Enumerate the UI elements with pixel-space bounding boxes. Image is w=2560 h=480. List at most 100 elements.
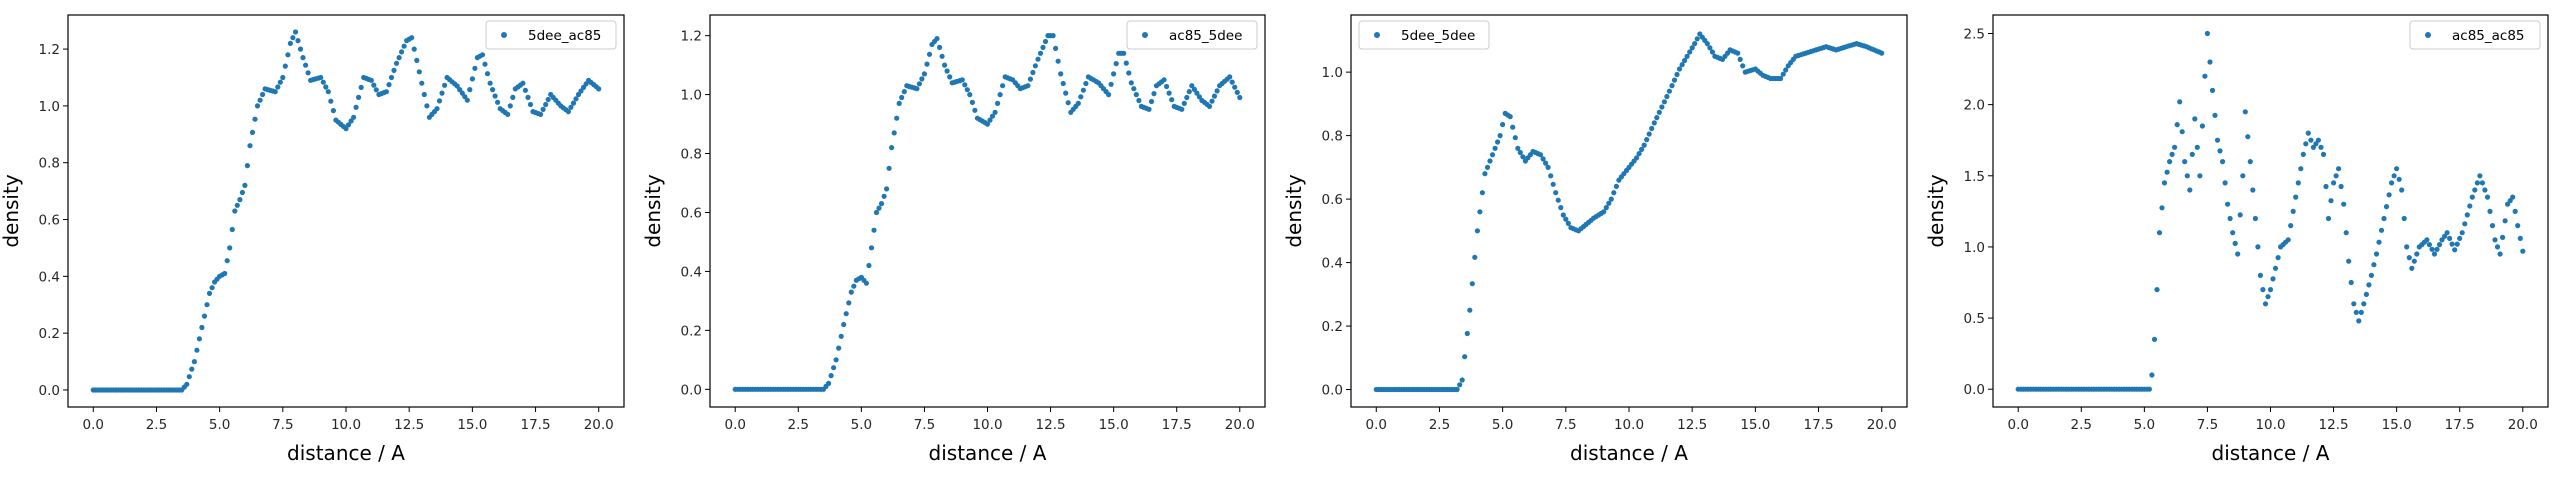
y-tick-label: 0.4 [1322,256,1343,272]
subplot-4: 0.0 2.5 5.0 7.5 10.0 12.5 15.0 17.5 20.0 0.0 0.5 1.… [1924,14,2549,465]
data-point [260,91,266,98]
data-point [300,55,306,61]
data-point [1060,80,1066,87]
x-tick-label: 20.0 [1867,417,1897,433]
data-point [1537,152,1544,158]
data-point [863,280,870,286]
data-point [1035,56,1041,62]
x-tick-label: 10.0 [1614,417,1644,433]
data-point [2472,187,2478,193]
data-point [1611,190,1617,196]
data-point [2202,73,2208,79]
data-point [2189,151,2195,157]
data-point [1123,60,1129,66]
x-axis-label: distance / A [1570,441,1688,465]
data-point [1679,62,1685,68]
data-point [2381,215,2387,222]
data-point [2366,282,2372,288]
y-axis-label: density [641,174,665,247]
data-point [841,321,847,328]
data-point [570,100,577,106]
data-point [1548,173,1554,179]
data-point [926,51,933,57]
data-point [239,189,245,196]
data-point [1555,197,1561,203]
data-point [2464,212,2470,218]
data-point [242,182,248,188]
data-point [2177,99,2183,105]
data-point [1053,45,1059,52]
data-point [889,145,895,151]
data-point [1211,93,1218,99]
data-point [2209,87,2216,93]
data-point [894,115,900,121]
data-point [2161,180,2168,186]
data-point [2444,230,2450,236]
data-point [1037,50,1044,56]
data-point [1545,164,1551,170]
data-point [1027,76,1033,82]
data-point [2406,255,2412,261]
data-point [237,197,243,203]
data-point [467,87,473,93]
data-point [490,87,496,93]
y-tick-label: 0.4 [681,264,702,280]
y-tick-label: 0.2 [1322,319,1343,335]
data-point [388,74,395,81]
data-point [997,92,1003,98]
axes-frame [709,14,1266,408]
data-point [189,366,195,372]
data-point [2411,258,2417,264]
data-point [2399,187,2405,193]
data-point [1032,63,1038,69]
data-point [1644,137,1650,143]
data-point [282,63,288,69]
series-points [1373,31,1885,393]
data-point [1457,382,1463,388]
data-point [1075,100,1081,106]
data-point [2237,212,2243,218]
y-tick-label: 0.6 [681,205,702,221]
data-point [573,96,579,102]
x-tick-label: 2.5 [1429,417,1450,433]
data-point [1606,200,1612,206]
data-point [391,67,397,73]
data-point [2333,173,2339,179]
data-point [1879,50,1885,56]
data-point [186,374,192,380]
data-point [2361,301,2367,307]
data-point [942,62,948,68]
data-point [2293,194,2299,200]
data-point [1000,83,1006,89]
data-point [1474,228,1480,234]
y-tick-label: 0.0 [681,382,702,398]
data-point [1063,90,1069,96]
data-point [345,122,352,128]
data-point [1603,205,1609,211]
data-point [1189,83,1195,89]
x-tick-label: 0.0 [724,417,745,433]
data-point [2502,218,2508,224]
data-point [2250,187,2256,193]
data-point [1740,63,1746,69]
data-point [1136,97,1142,104]
data-point [2285,237,2291,243]
data-point [1560,212,1566,218]
data-point [247,143,253,149]
data-point [194,347,200,353]
data-point [1674,71,1680,78]
data-point [1737,56,1743,63]
data-point [224,258,230,264]
data-point [995,100,1001,106]
data-point [2479,180,2485,186]
data-point [2414,251,2420,257]
data-point [1553,190,1559,196]
data-point [1550,181,1556,187]
data-point [1608,196,1614,202]
data-point [424,103,430,109]
data-point [191,359,197,365]
data-point [838,333,844,339]
data-point [487,80,493,86]
data-point [828,373,834,379]
